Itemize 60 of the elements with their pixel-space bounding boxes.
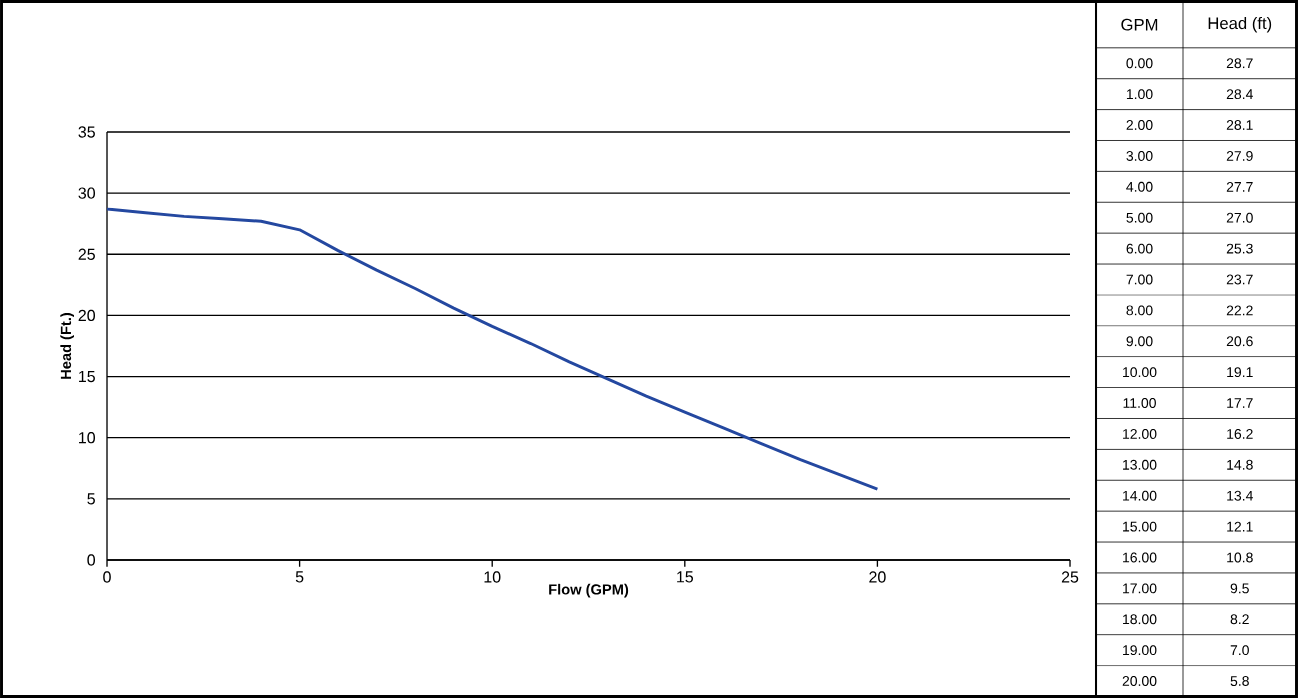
y-tick-label: 15 xyxy=(79,370,95,383)
text: 8.00 xyxy=(1126,305,1153,316)
y-tick-label: 25 xyxy=(78,248,95,260)
text: 11.00 xyxy=(1123,398,1156,409)
text: 27.7 xyxy=(1226,181,1253,192)
text: 20.6 xyxy=(1226,336,1253,347)
text: 18.00 xyxy=(1123,614,1157,625)
text: 10.00 xyxy=(1123,367,1157,378)
y-tick-label: 0 xyxy=(87,554,96,566)
text: 19.1 xyxy=(1227,367,1253,378)
text: 0.00 xyxy=(1126,58,1153,69)
text: 27.9 xyxy=(1226,150,1253,161)
y-tick-label: 20 xyxy=(78,309,96,322)
text: 25.3 xyxy=(1226,243,1253,254)
text: 14.8 xyxy=(1227,459,1253,470)
x-tick-label: 25 xyxy=(1061,571,1079,583)
text: 12.1 xyxy=(1227,521,1253,532)
text: 7.0 xyxy=(1230,645,1249,656)
text: 23.7 xyxy=(1226,274,1253,285)
text: 14.00 xyxy=(1123,490,1157,501)
text: 13.00 xyxy=(1123,459,1157,470)
text: 28.7 xyxy=(1226,58,1253,69)
text: 20.00 xyxy=(1122,676,1157,687)
text: 28.4 xyxy=(1226,89,1253,100)
y-axis-title: Head (Ft.) xyxy=(60,312,74,379)
text: 5.8 xyxy=(1230,676,1249,687)
text: 6.00 xyxy=(1126,243,1153,254)
x-axis-title: Flow (GPM) xyxy=(549,583,629,598)
text: 12.00 xyxy=(1123,428,1157,439)
text: 16.2 xyxy=(1227,428,1253,439)
text: 4.00 xyxy=(1126,181,1153,192)
text: 17.00 xyxy=(1123,583,1157,594)
text: 9.00 xyxy=(1126,336,1153,347)
text: 28.1 xyxy=(1226,120,1253,131)
text: 15.00 xyxy=(1123,521,1157,532)
x-tick-label: 0 xyxy=(103,571,111,583)
text: 13.4 xyxy=(1227,490,1253,501)
y-tick-label: 10 xyxy=(79,432,96,444)
text: 17.7 xyxy=(1227,398,1253,408)
text: GPM xyxy=(1121,18,1158,31)
text: 2.00 xyxy=(1126,120,1153,131)
x-tick-label: 10 xyxy=(484,571,501,583)
y-tick-label: 5 xyxy=(87,493,95,505)
text: 5.00 xyxy=(1126,212,1153,223)
text: 19.00 xyxy=(1123,645,1157,656)
text: 8.2 xyxy=(1230,614,1249,625)
text: 1.00 xyxy=(1126,89,1153,100)
text: 27.0 xyxy=(1226,212,1253,223)
x-tick-label: 15 xyxy=(677,571,694,583)
x-tick-label: 5 xyxy=(295,571,304,583)
text: 3.00 xyxy=(1126,150,1153,161)
text: 22.2 xyxy=(1226,305,1253,316)
text: Head (ft) xyxy=(1208,16,1272,33)
text: 7.00 xyxy=(1126,274,1153,285)
y-tick-label: 30 xyxy=(78,187,96,199)
text: 9.5 xyxy=(1230,583,1249,594)
text: 10.8 xyxy=(1227,552,1253,563)
text: 16.00 xyxy=(1123,552,1157,563)
y-tick-label: 35 xyxy=(78,126,95,138)
x-tick-label: 20 xyxy=(869,571,886,583)
